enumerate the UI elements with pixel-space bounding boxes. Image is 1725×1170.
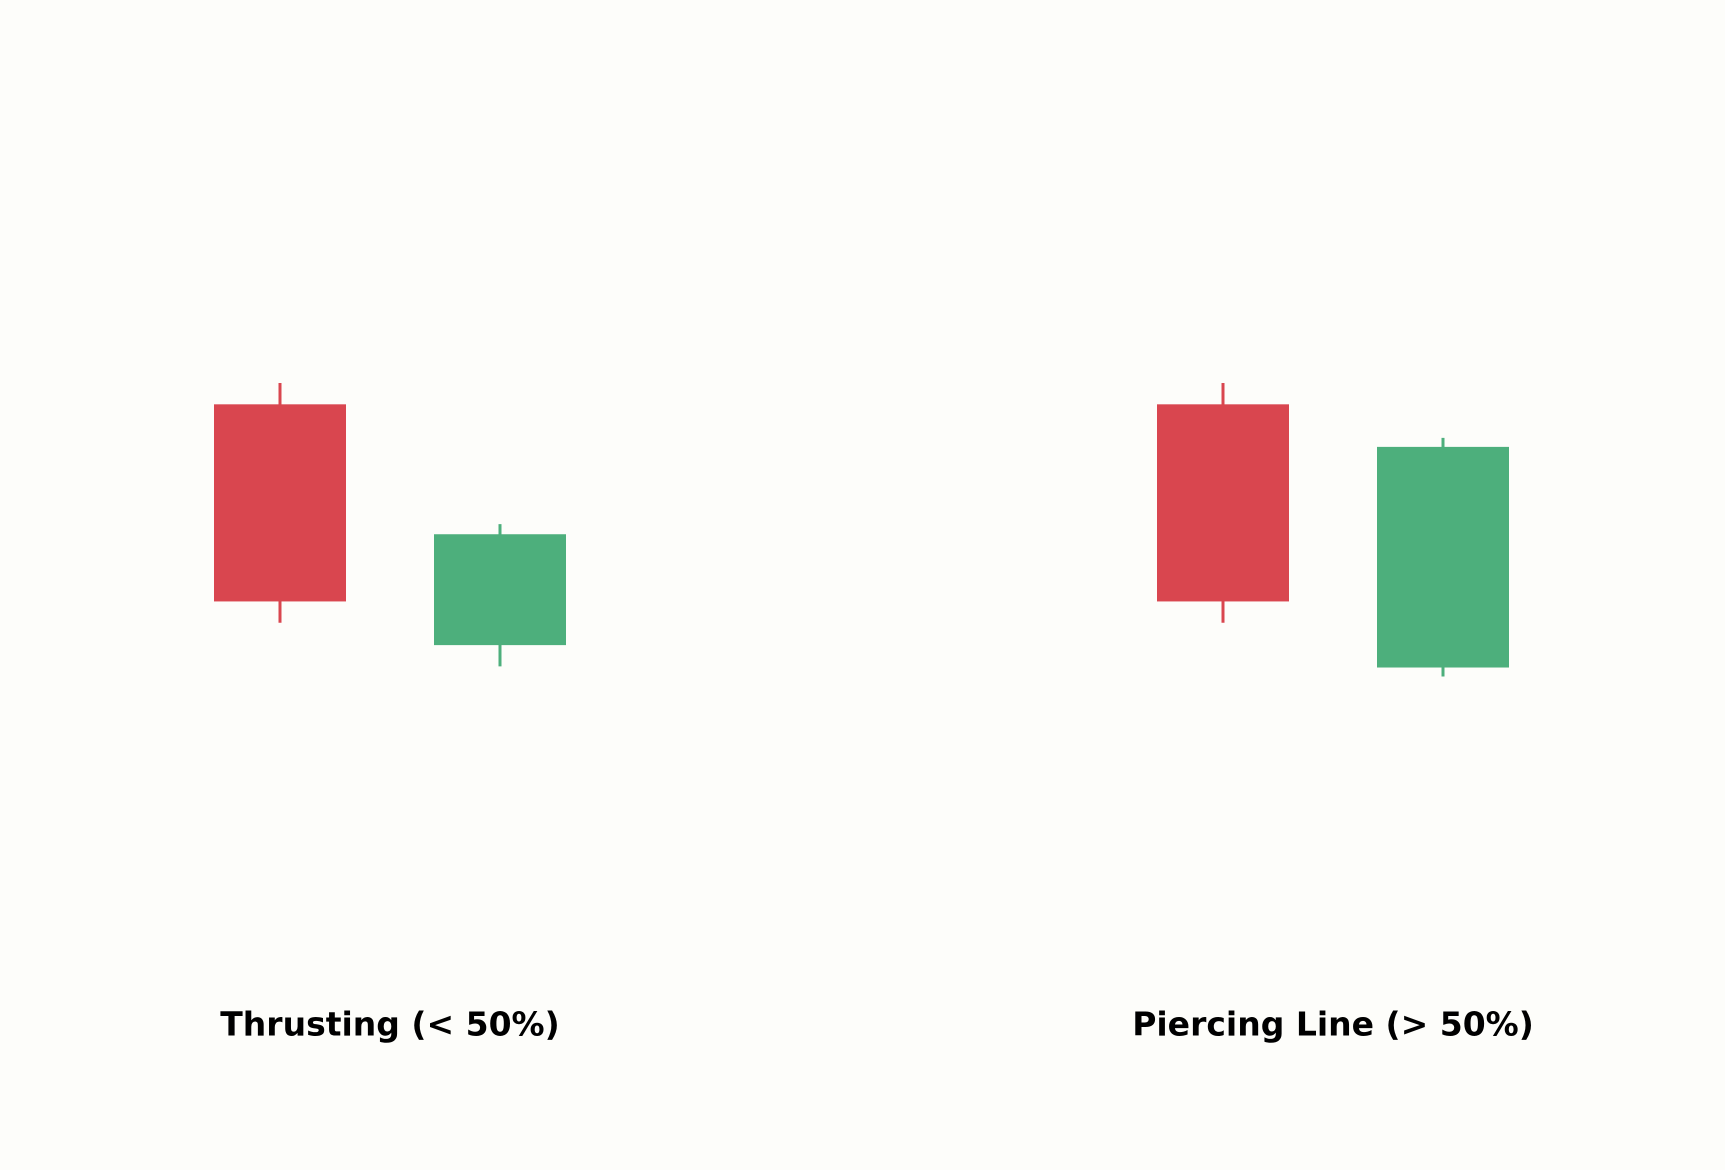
chart-label: Piercing Line (> 50%) [1132,1005,1534,1044]
candle-body [1377,446,1509,668]
candle-body [214,404,346,602]
candle-body [1157,404,1289,602]
candle-body [434,534,566,646]
chart-label: Thrusting (< 50%) [220,1005,559,1044]
